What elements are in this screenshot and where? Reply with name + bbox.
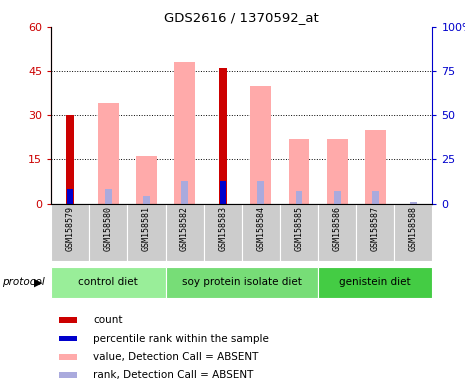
Bar bbox=[136, 156, 157, 204]
Text: value, Detection Call = ABSENT: value, Detection Call = ABSENT bbox=[93, 352, 259, 362]
Bar bbox=[280, 204, 318, 261]
Text: GSM158582: GSM158582 bbox=[180, 207, 189, 252]
Text: GSM158584: GSM158584 bbox=[256, 207, 266, 252]
Bar bbox=[365, 130, 386, 204]
Bar bbox=[143, 197, 150, 204]
Bar bbox=[326, 139, 348, 204]
Text: GSM158583: GSM158583 bbox=[218, 207, 227, 252]
Text: genistein diet: genistein diet bbox=[339, 276, 411, 286]
Bar bbox=[89, 204, 127, 261]
Bar bbox=[59, 336, 77, 341]
Text: GSM158579: GSM158579 bbox=[66, 207, 75, 252]
Text: ▶: ▶ bbox=[34, 277, 43, 287]
Bar bbox=[219, 68, 227, 204]
Text: GSM158586: GSM158586 bbox=[332, 207, 342, 252]
Bar bbox=[66, 115, 74, 204]
Bar bbox=[250, 86, 272, 204]
Bar bbox=[356, 204, 394, 261]
Bar bbox=[98, 103, 119, 204]
Bar bbox=[410, 202, 417, 204]
Text: control diet: control diet bbox=[79, 276, 138, 286]
Bar bbox=[318, 204, 356, 261]
Bar bbox=[181, 180, 188, 204]
Bar bbox=[67, 189, 73, 204]
Text: GSM158581: GSM158581 bbox=[142, 207, 151, 252]
Text: soy protein isolate diet: soy protein isolate diet bbox=[182, 276, 302, 286]
Bar bbox=[296, 191, 302, 204]
Bar bbox=[394, 204, 432, 261]
Bar bbox=[59, 318, 77, 323]
Text: percentile rank within the sample: percentile rank within the sample bbox=[93, 334, 269, 344]
Bar bbox=[258, 180, 264, 204]
Bar bbox=[334, 191, 340, 204]
Bar bbox=[174, 62, 195, 204]
Bar bbox=[127, 204, 166, 261]
Text: count: count bbox=[93, 315, 123, 325]
Bar bbox=[372, 191, 379, 204]
Bar bbox=[220, 180, 226, 204]
Text: protocol: protocol bbox=[2, 277, 45, 287]
Bar bbox=[59, 372, 77, 378]
Bar bbox=[242, 204, 280, 261]
Bar bbox=[105, 189, 112, 204]
Bar bbox=[51, 204, 89, 261]
Bar bbox=[51, 267, 166, 298]
Text: GSM158585: GSM158585 bbox=[294, 207, 304, 252]
Text: GSM158587: GSM158587 bbox=[371, 207, 380, 252]
Text: rank, Detection Call = ABSENT: rank, Detection Call = ABSENT bbox=[93, 370, 253, 380]
Title: GDS2616 / 1370592_at: GDS2616 / 1370592_at bbox=[165, 11, 319, 24]
Bar bbox=[204, 204, 242, 261]
Bar bbox=[288, 139, 310, 204]
Bar bbox=[59, 354, 77, 360]
Text: GSM158588: GSM158588 bbox=[409, 207, 418, 252]
Bar bbox=[318, 267, 432, 298]
Text: GSM158580: GSM158580 bbox=[104, 207, 113, 252]
Bar bbox=[166, 204, 204, 261]
Bar bbox=[166, 267, 318, 298]
